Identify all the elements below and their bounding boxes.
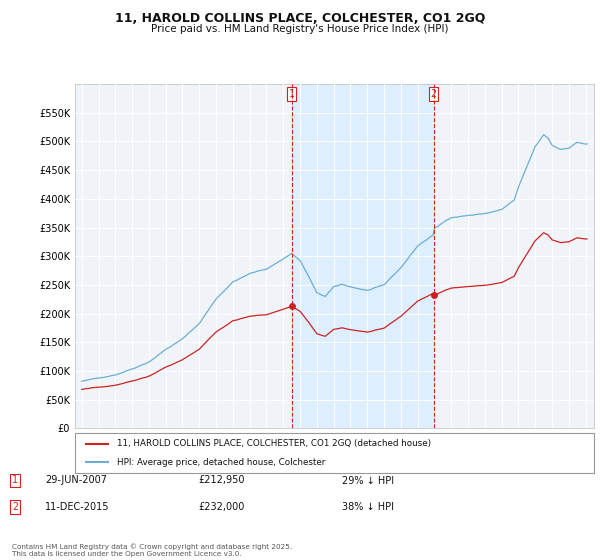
Text: 2: 2	[431, 89, 437, 99]
Text: £212,950: £212,950	[198, 475, 245, 486]
Text: 11, HAROLD COLLINS PLACE, COLCHESTER, CO1 2GQ (detached house): 11, HAROLD COLLINS PLACE, COLCHESTER, CO…	[116, 439, 431, 448]
Text: 11, HAROLD COLLINS PLACE, COLCHESTER, CO1 2GQ: 11, HAROLD COLLINS PLACE, COLCHESTER, CO…	[115, 12, 485, 25]
Text: 38% ↓ HPI: 38% ↓ HPI	[342, 502, 394, 512]
Text: HPI: Average price, detached house, Colchester: HPI: Average price, detached house, Colc…	[116, 458, 325, 467]
Text: 2: 2	[12, 502, 18, 512]
Text: £232,000: £232,000	[198, 502, 244, 512]
Text: Price paid vs. HM Land Registry's House Price Index (HPI): Price paid vs. HM Land Registry's House …	[151, 24, 449, 34]
Text: 11-DEC-2015: 11-DEC-2015	[45, 502, 110, 512]
Text: Contains HM Land Registry data © Crown copyright and database right 2025.
This d: Contains HM Land Registry data © Crown c…	[12, 544, 292, 557]
Text: 29-JUN-2007: 29-JUN-2007	[45, 475, 107, 486]
Bar	[292, 84, 434, 428]
Text: 1: 1	[289, 89, 295, 99]
Text: 1: 1	[12, 475, 18, 486]
Text: 29% ↓ HPI: 29% ↓ HPI	[342, 475, 394, 486]
